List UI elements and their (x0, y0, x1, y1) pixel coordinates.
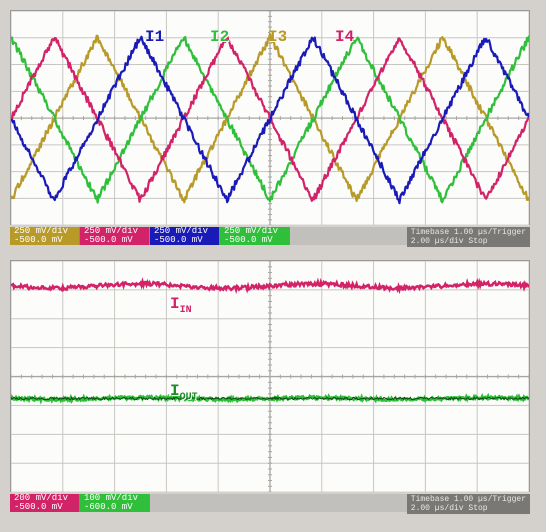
waveforms-bottom (11, 261, 529, 492)
channel-chip-b1[interactable]: 100 mV/div-600.0 mV (80, 494, 150, 512)
channel-chip-b0[interactable]: 200 mV/div-500.0 mV (10, 494, 80, 512)
trace-Iin (11, 282, 529, 290)
trace-label-IIN: IIN (170, 295, 192, 316)
channel-chip-3[interactable]: 250 mV/div-500.0 mV (220, 227, 290, 245)
channel-bar-top: 250 mV/div-500.0 mV250 mV/div-500.0 mV25… (10, 227, 530, 245)
channel-chip-2[interactable]: 250 mV/div-500.0 mV (150, 227, 220, 245)
channel-chip-0[interactable]: 250 mV/div-500.0 mV (10, 227, 80, 245)
trace-label-I1: I1 (145, 28, 164, 46)
trace-label-I4: I4 (335, 28, 354, 46)
trace-label-I3: I3 (268, 28, 287, 46)
trace-label-I2: I2 (210, 28, 229, 46)
channel-chip-1[interactable]: 250 mV/div-500.0 mV (80, 227, 150, 245)
channel-bar-bottom: 200 mV/div-500.0 mV100 mV/div-600.0 mV Ti… (10, 494, 530, 512)
timebase-info-top: Timebase 1.00 µs/Trigger2.00 µs/div Stop (407, 227, 530, 247)
trace-label-IOUT: IOUT (170, 382, 198, 403)
timebase-info-bottom: Timebase 1.00 µs/Trigger2.00 µs/div Stop (407, 494, 530, 514)
trace-I1 (11, 37, 529, 203)
scope-panel-bottom (10, 260, 530, 492)
